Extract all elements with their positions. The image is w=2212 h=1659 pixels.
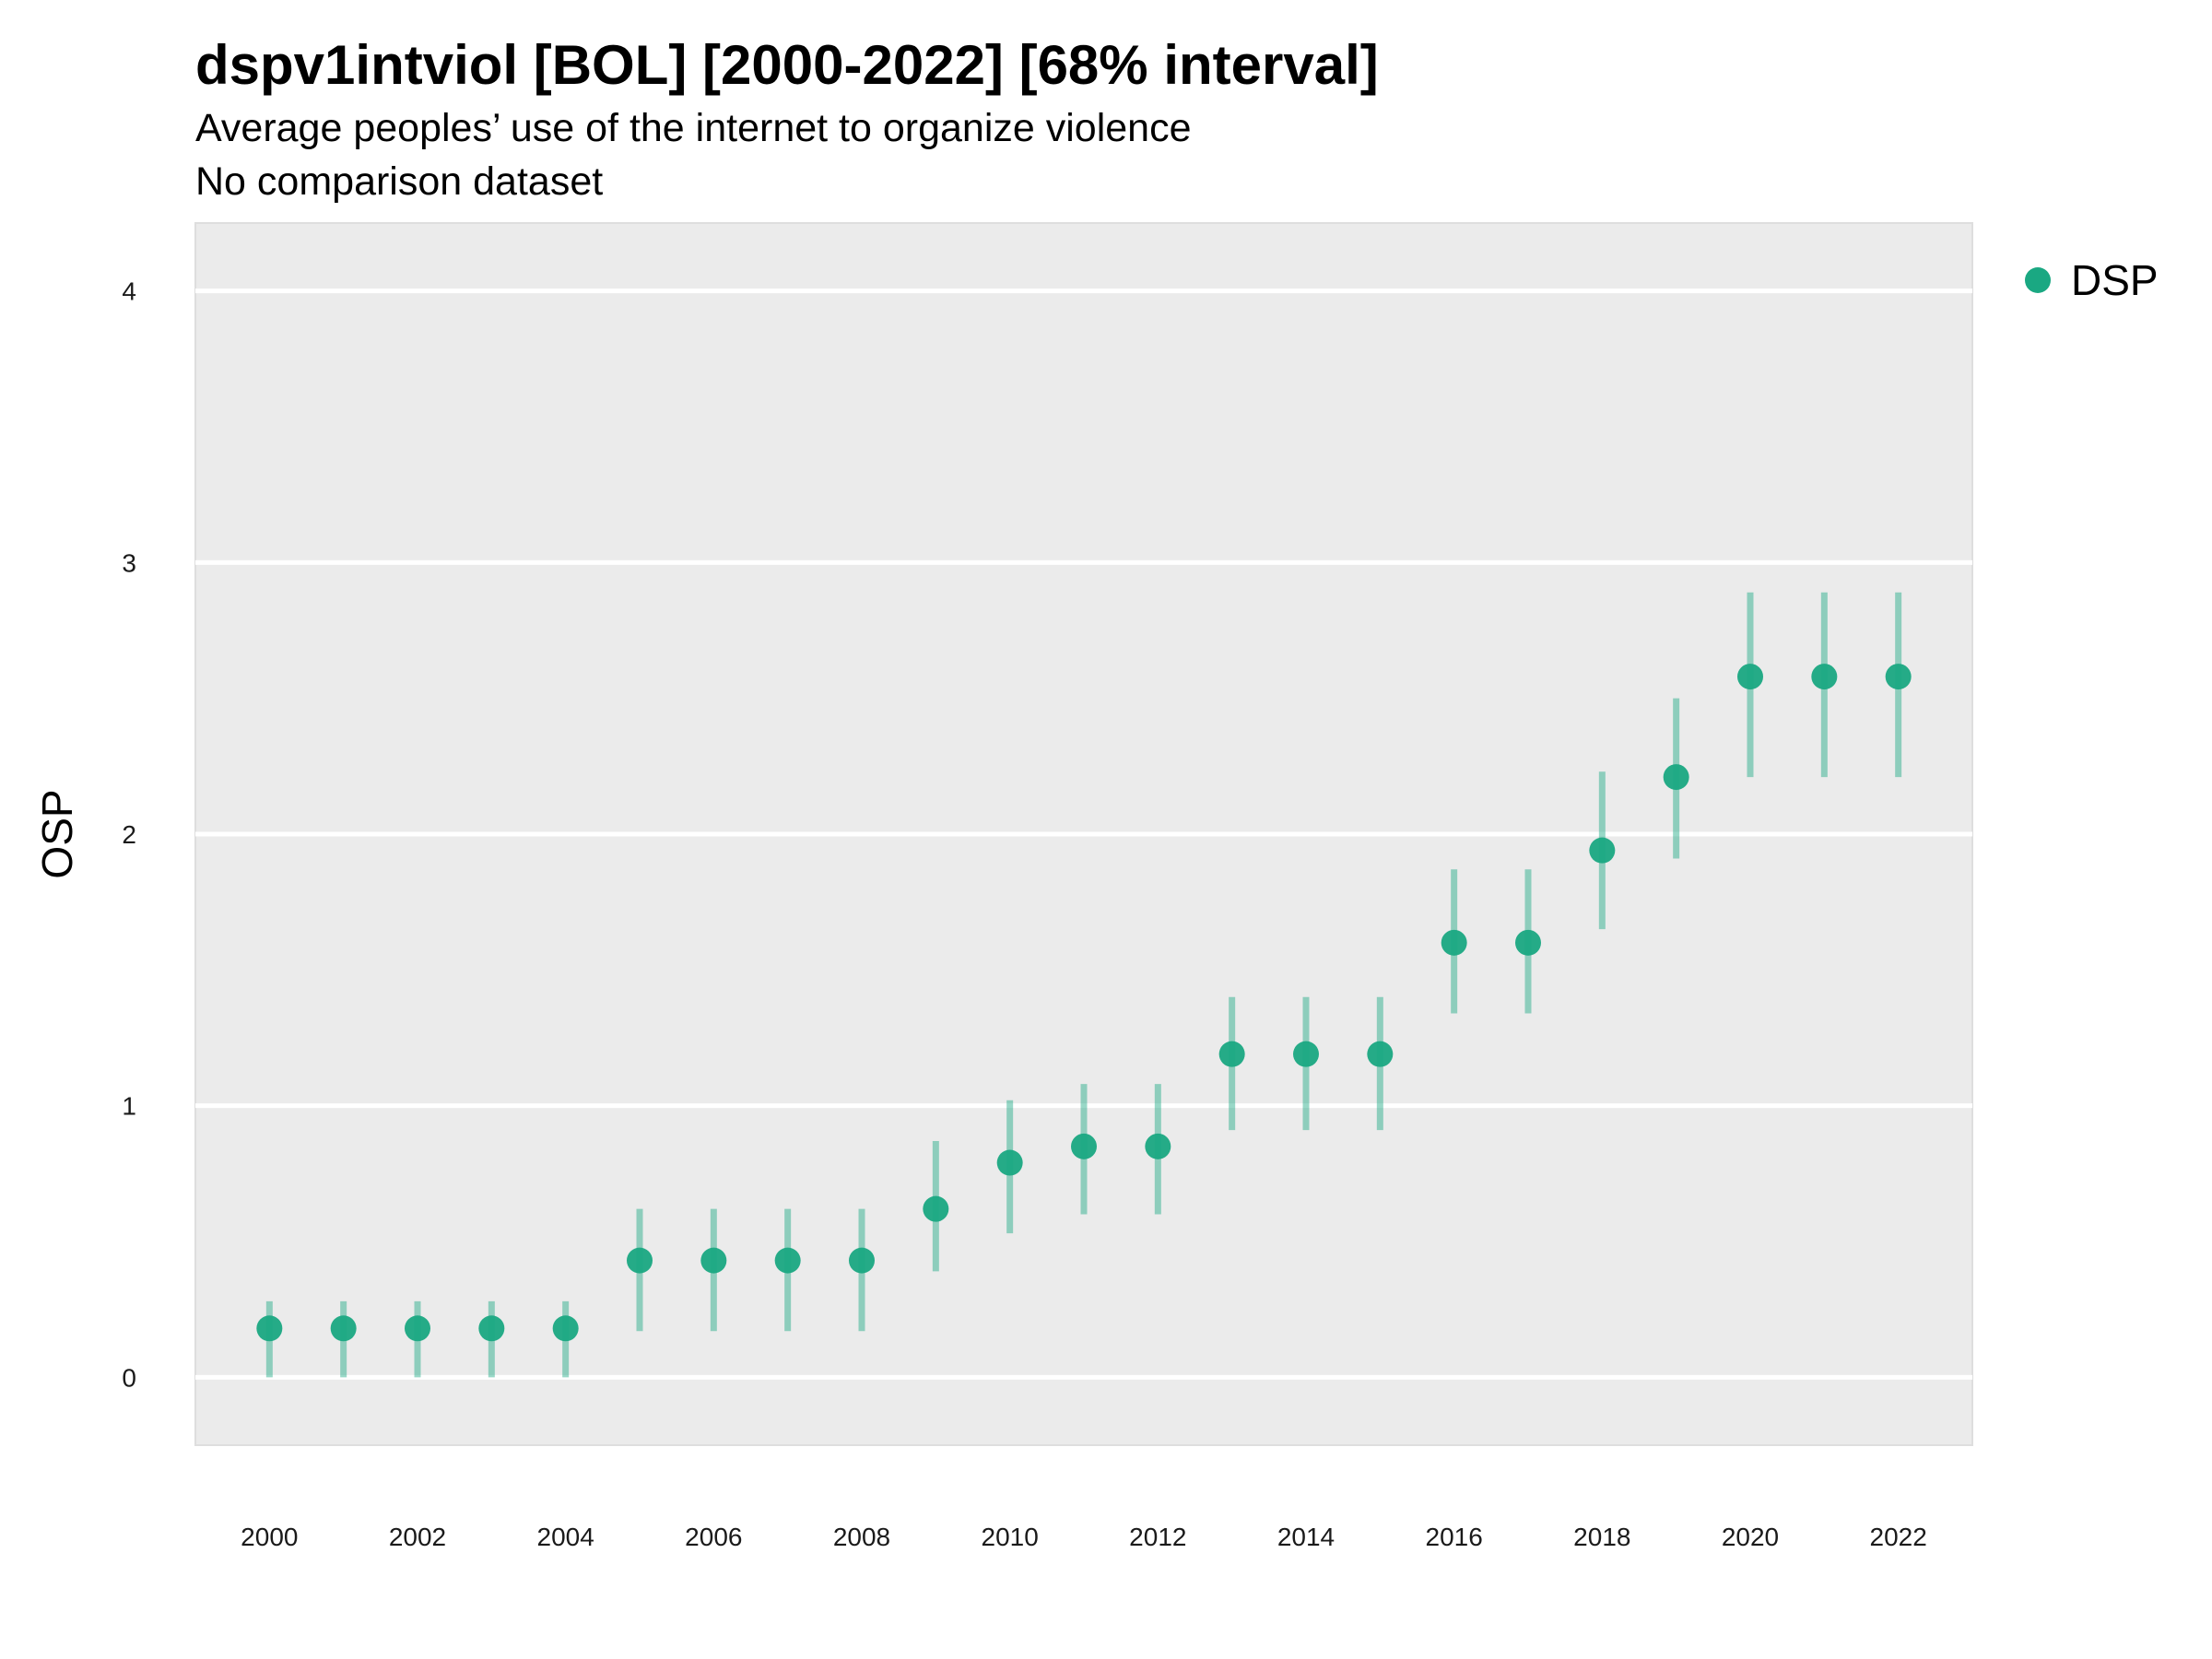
chart-subtitle-comparison: No comparison dataset [195,159,604,204]
y-tick-label-0: 0 [122,1363,136,1392]
data-point-2012 [1145,1133,1171,1159]
data-point-2016 [1441,929,1467,956]
x-tick-label-2008: 2008 [833,1523,890,1551]
x-tick-label-2014: 2014 [1277,1523,1335,1551]
y-tick-label-4: 4 [122,277,136,306]
x-tick-label-2002: 2002 [389,1523,446,1551]
x-tick-label-2000: 2000 [241,1523,298,1551]
x-tick-label-2004: 2004 [537,1523,594,1551]
data-point-2013 [1218,1041,1245,1067]
x-tick-label-2020: 2020 [1722,1523,1779,1551]
data-point-2001 [330,1315,357,1342]
legend-swatch-dsp [2025,267,2051,293]
data-point-2021 [1811,664,1838,690]
data-point-2018 [1589,837,1616,864]
y-tick-label-1: 1 [122,1092,136,1121]
legend-label-dsp: DSP [2071,256,2159,304]
data-point-2002 [405,1315,430,1342]
x-tick-label-2006: 2006 [685,1523,742,1551]
x-tick-label-2022: 2022 [1870,1523,1927,1551]
data-point-2003 [478,1315,505,1342]
y-axis-title: OSP [33,789,81,878]
y-tick-label-2: 2 [122,820,136,849]
data-points [256,664,1912,1342]
x-tick-label-2018: 2018 [1573,1523,1630,1551]
y-tick-label-3: 3 [122,548,136,577]
data-point-2008 [849,1247,875,1274]
data-point-2010 [996,1149,1023,1176]
x-tick-label-2010: 2010 [982,1523,1039,1551]
data-point-2011 [1071,1133,1097,1159]
data-point-2000 [256,1315,283,1342]
data-point-2022 [1885,664,1912,690]
chart-subtitle: Average peoples’ use of the internet to … [195,106,1192,150]
x-tick-label-2012: 2012 [1129,1523,1186,1551]
data-point-2017 [1515,929,1541,956]
gridlines [195,288,1972,1380]
data-point-2004 [552,1315,579,1342]
legend: DSP [2025,256,2159,304]
data-point-2009 [923,1195,949,1222]
chart-title: dspv1intviol [BOL] [2000-2022] [68% inte… [195,34,1379,96]
data-point-2015 [1367,1041,1394,1067]
data-point-2007 [774,1247,801,1274]
data-point-2014 [1293,1041,1319,1067]
data-point-2019 [1663,764,1689,791]
y-axis-ticks: 0 1 2 3 4 [122,277,136,1393]
x-tick-label-2016: 2016 [1426,1523,1483,1551]
data-point-2006 [700,1247,727,1274]
data-point-2020 [1737,664,1763,690]
data-point-2005 [627,1247,653,1274]
x-axis-ticks: 2000 2002 2004 2006 2008 2010 2012 2014 2016 2018… [241,1523,1927,1551]
